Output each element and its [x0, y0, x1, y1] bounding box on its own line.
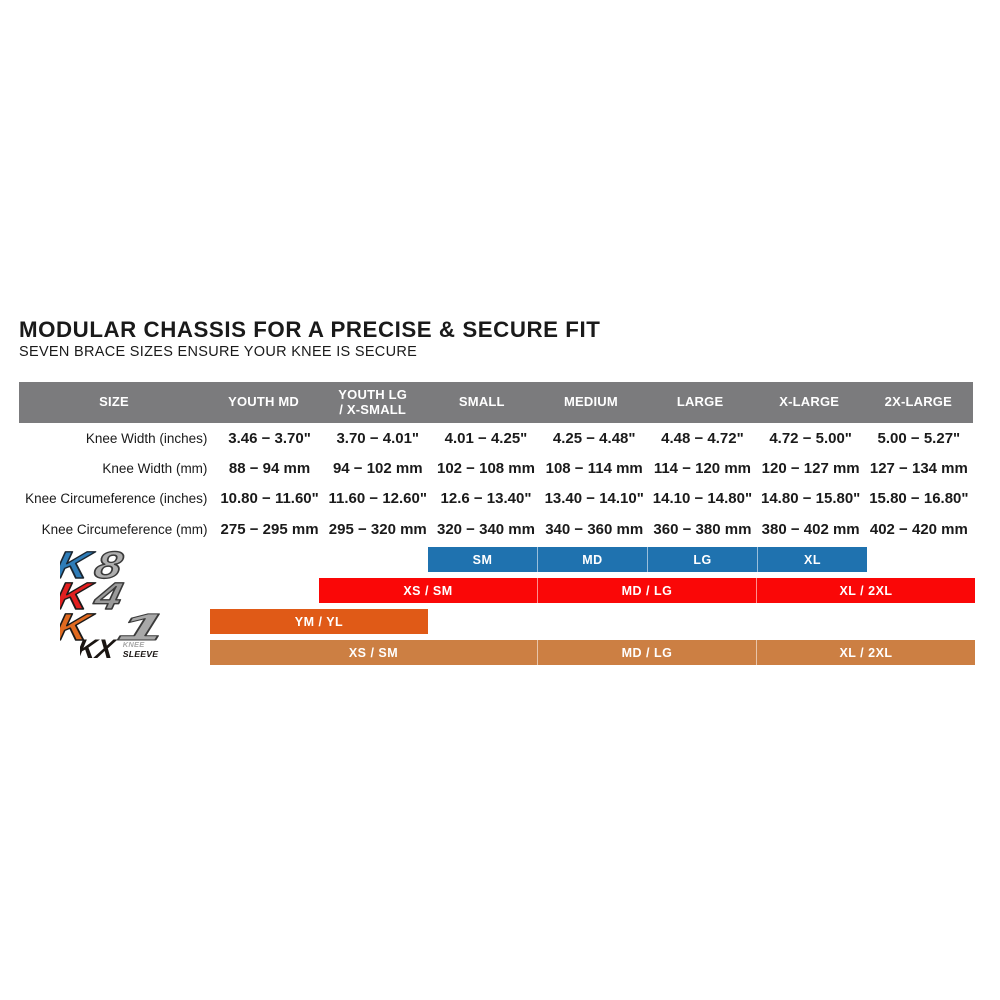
svg-text:KX: KX: [80, 634, 119, 664]
svg-text:KNEE: KNEE: [123, 640, 145, 649]
svg-text:SLEEVE: SLEEVE: [123, 649, 159, 659]
